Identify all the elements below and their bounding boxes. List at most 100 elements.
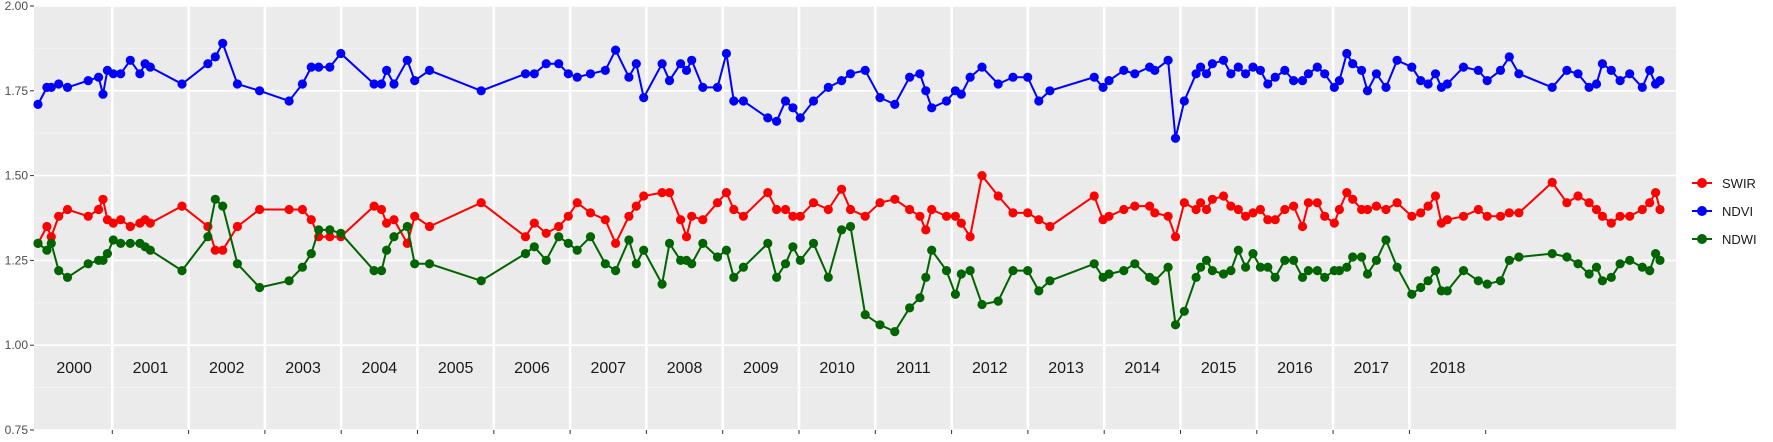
data-point-ndwi [823, 272, 833, 282]
data-point-ndvi [1458, 62, 1469, 72]
data-point-ndvi [1645, 65, 1655, 75]
data-point-ndvi [1597, 59, 1607, 69]
data-point-ndvi [1241, 69, 1251, 79]
data-point-ndvi [1280, 65, 1290, 75]
data-point-ndvi [210, 52, 220, 62]
data-point-swir [808, 198, 819, 208]
data-point-ndvi [1130, 69, 1140, 79]
data-point-ndwi [772, 272, 782, 282]
data-point-ndvi [1655, 76, 1665, 86]
y-tick-label: 1.75 [5, 84, 29, 98]
data-point-ndvi [116, 69, 126, 79]
data-point-ndvi [1362, 86, 1373, 96]
data-point-swir [1191, 204, 1201, 215]
data-point-ndvi [410, 76, 420, 86]
data-point-ndvi [780, 96, 791, 106]
data-point-swir [860, 211, 870, 221]
year-label: 2014 [1125, 360, 1161, 377]
data-point-ndwi [1473, 276, 1483, 286]
legend-item-ndvi: NDVI [1692, 204, 1753, 219]
data-point-ndvi [657, 59, 667, 69]
data-point-swir [1637, 204, 1647, 215]
data-point-swir [1297, 221, 1308, 232]
data-point-ndwi [314, 225, 324, 235]
data-point-swir [1562, 198, 1572, 208]
y-tick-label: 1.50 [5, 169, 29, 183]
data-point-swir [837, 184, 847, 194]
data-point-swir [284, 204, 294, 215]
data-point-ndwi [1416, 282, 1426, 293]
data-point-swir [1045, 221, 1055, 232]
data-point-ndvi [687, 55, 697, 65]
year-label: 2015 [1201, 360, 1237, 377]
data-point-ndvi [1297, 76, 1308, 86]
data-point-ndwi [1255, 262, 1265, 272]
data-point-ndwi [611, 266, 621, 276]
data-point-ndwi [915, 293, 925, 303]
data-point-swir [62, 204, 73, 215]
data-point-swir [210, 245, 220, 255]
legend-item-ndwi: NDWI [1692, 232, 1757, 247]
data-point-swir [98, 194, 108, 204]
data-point-ndvi [1329, 82, 1339, 92]
data-point-ndvi [729, 96, 739, 106]
data-point-ndwi [389, 232, 399, 242]
data-point-ndwi [1089, 259, 1099, 269]
data-point-ndwi [336, 228, 346, 238]
data-point-swir [657, 188, 667, 198]
data-point-ndwi [177, 266, 187, 276]
data-point-ndwi [1597, 276, 1607, 286]
year-label: 2017 [1353, 360, 1389, 377]
data-point-ndwi [1196, 262, 1206, 272]
data-point-ndwi [572, 245, 582, 255]
data-point-swir [1458, 211, 1469, 221]
data-point-ndvi [631, 59, 641, 69]
data-point-ndwi [306, 249, 316, 259]
data-point-ndwi [376, 266, 387, 276]
data-point-ndvi [98, 89, 108, 99]
data-point-swir [624, 211, 634, 221]
data-point-swir [529, 218, 539, 228]
data-point-ndvi [389, 79, 399, 89]
data-point-ndwi [1606, 272, 1616, 282]
data-point-swir [1303, 198, 1313, 208]
data-point-ndwi [788, 242, 798, 252]
data-point-ndwi [1655, 255, 1665, 265]
data-point-swir [42, 221, 52, 232]
data-point-ndwi [624, 235, 634, 245]
data-point-ndvi [520, 69, 531, 79]
data-point-ndvi [1255, 65, 1265, 75]
data-point-swir [554, 221, 564, 232]
data-point-ndvi [738, 96, 749, 106]
data-point-ndvi [1034, 96, 1044, 106]
data-point-ndwi [402, 221, 412, 232]
data-point-ndwi [255, 282, 265, 293]
data-point-ndvi [46, 82, 56, 92]
data-point-ndvi [284, 96, 294, 106]
data-point-swir [1615, 211, 1625, 221]
data-point-swir [1320, 211, 1330, 221]
year-label: 2001 [133, 360, 169, 377]
data-point-ndwi [476, 276, 486, 286]
data-point-swir [1573, 191, 1583, 201]
data-point-swir [1104, 211, 1114, 221]
data-point-ndvi [1119, 65, 1129, 75]
data-point-swir [763, 188, 773, 198]
data-point-ndvi [772, 116, 782, 126]
data-point-ndwi [965, 266, 975, 276]
data-point-ndwi [1008, 266, 1018, 276]
data-point-ndwi [1584, 269, 1594, 279]
data-point-ndwi [1045, 276, 1055, 286]
data-point-ndvi [1303, 69, 1313, 79]
data-point-ndwi [1263, 262, 1273, 272]
data-point-ndwi [1130, 259, 1140, 269]
data-point-ndwi [1482, 279, 1492, 289]
data-point-ndwi [795, 255, 805, 265]
data-point-ndwi [941, 266, 952, 276]
data-point-ndwi [1458, 266, 1469, 276]
data-point-ndvi [1289, 76, 1299, 86]
data-point-ndwi [585, 232, 596, 242]
data-point-ndvi [135, 69, 145, 79]
data-point-swir [1342, 188, 1352, 198]
data-point-ndvi [1312, 62, 1322, 72]
